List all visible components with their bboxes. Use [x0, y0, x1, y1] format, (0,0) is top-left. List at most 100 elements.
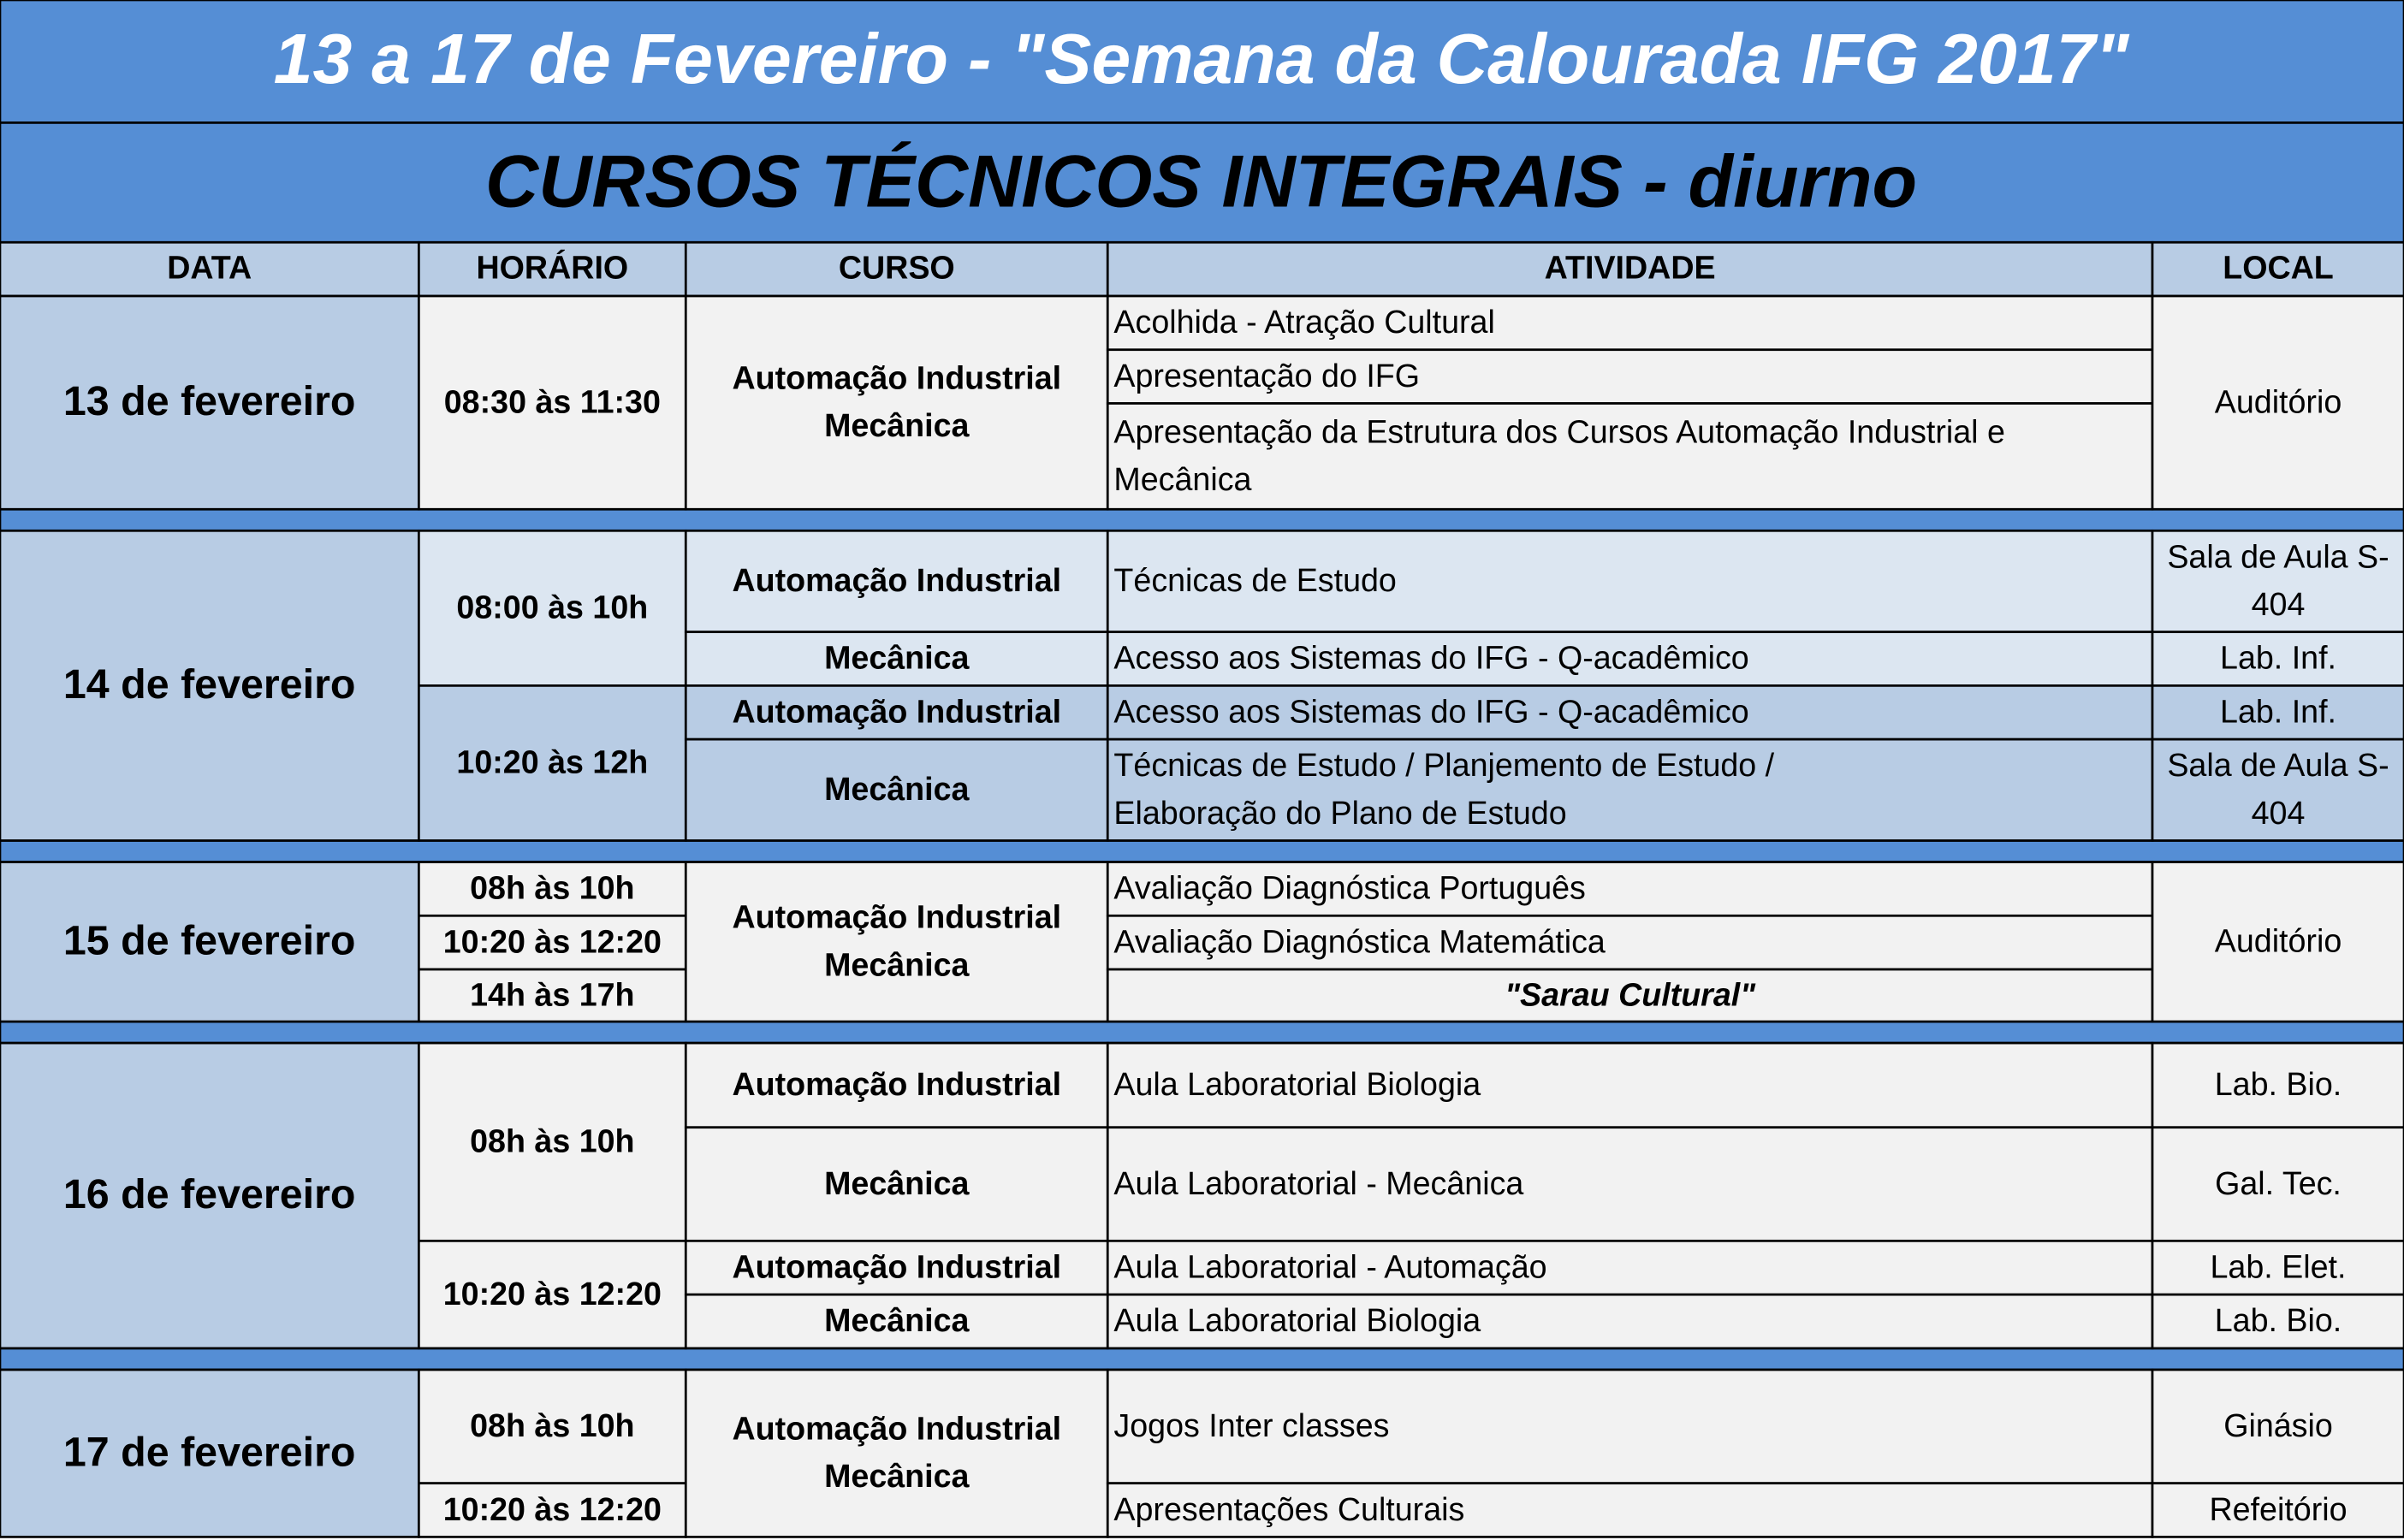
separator [0, 1347, 2404, 1371]
cell [2151, 737, 2404, 842]
location: Sala de Aula S- [2167, 747, 2389, 783]
cell [418, 684, 687, 842]
cell [1106, 968, 2154, 1023]
cell [684, 1126, 1109, 1242]
cell [0, 861, 420, 1023]
time: 14h às 17h [470, 976, 634, 1012]
activity: Mecânica [1113, 461, 1251, 497]
cell [418, 294, 687, 511]
activity: Elaboração do Plano de Estudo [1113, 795, 1566, 831]
activity: Aula Laboratorial Biologia [1113, 1066, 1481, 1102]
cell [684, 684, 1109, 741]
activity: Técnicas de Estudo / Planjemento de Estu… [1113, 747, 1774, 783]
cell [2151, 1293, 2404, 1350]
activity: Avaliação Diagnóstica Português [1113, 870, 1585, 906]
cell [418, 1041, 687, 1242]
course: Mecânica [824, 1165, 970, 1201]
time: 08h às 10h [470, 1122, 634, 1158]
cell [0, 529, 420, 842]
column-header: ATIVIDADE [1545, 249, 1716, 285]
header-cell [684, 240, 1109, 298]
time: 10:20 às 12h [456, 744, 648, 780]
cell [1106, 1293, 2154, 1350]
cell [418, 529, 687, 687]
cell [684, 737, 1109, 842]
activity: Acesso aos Sistemas do IFG - Q-acadêmico [1113, 640, 1748, 676]
activity: Aula Laboratorial Biologia [1113, 1302, 1481, 1338]
cell [1106, 737, 2154, 842]
cell [2151, 1041, 2404, 1129]
cell [418, 861, 687, 917]
cell [1106, 1041, 2154, 1129]
cell [0, 1368, 420, 1538]
location: Refeitório [2209, 1491, 2347, 1527]
cell [1106, 402, 2154, 511]
separator [0, 1020, 2404, 1045]
cell [418, 968, 687, 1023]
course: Automação Industrial [732, 562, 1061, 598]
course: Automação Industrial [732, 360, 1061, 396]
activity: Acesso aos Sistemas do IFG - Q-acadêmico [1113, 693, 1748, 729]
activity: Aula Laboratorial - Automação [1113, 1249, 1546, 1285]
activity: "Sarau Cultural" [1505, 976, 1756, 1012]
subtitle: CURSOS TÉCNICOS INTEGRAIS - diurno [485, 140, 1917, 222]
cell [0, 1041, 420, 1350]
separator [0, 507, 2404, 532]
location: Lab. Bio. [2215, 1066, 2342, 1102]
course: Automação Industrial [732, 899, 1061, 935]
cell [1106, 1368, 2154, 1485]
date: 13 de fevereiro [63, 378, 356, 424]
cell [684, 1041, 1109, 1129]
course: Mecânica [824, 771, 970, 807]
separator [0, 839, 2404, 863]
activity: Jogos Inter classes [1113, 1407, 1389, 1443]
time: 10:20 às 12:20 [443, 1491, 662, 1527]
time: 08h às 10h [470, 1407, 634, 1443]
cell [2151, 1240, 2404, 1296]
cell [0, 294, 420, 511]
activity: Acolhida - Atração Cultural [1113, 304, 1494, 340]
location: Auditório [2215, 923, 2342, 959]
location: Auditório [2215, 383, 2342, 419]
activity: Apresentações Culturais [1113, 1491, 1464, 1527]
activity: Aula Laboratorial - Mecânica [1113, 1165, 1523, 1201]
course: Automação Industrial [732, 693, 1061, 729]
course: Mecânica [824, 946, 970, 982]
course: Automação Industrial [732, 1066, 1061, 1102]
location: Lab. Bio. [2215, 1302, 2342, 1338]
course: Mecânica [824, 640, 970, 676]
course: Automação Industrial [732, 1249, 1061, 1285]
column-header: DATA [167, 249, 252, 285]
cell [684, 1368, 1109, 1538]
date: 16 de fevereiro [63, 1171, 356, 1217]
date: 15 de fevereiro [63, 917, 356, 963]
cell [2151, 861, 2404, 1023]
activity: Avaliação Diagnóstica Matemática [1113, 923, 1605, 959]
cell [2151, 294, 2404, 511]
cell [684, 294, 1109, 511]
activity: Técnicas de Estudo [1113, 562, 1396, 598]
cell [418, 1240, 687, 1350]
time: 08:00 às 10h [456, 589, 648, 625]
cell [2151, 1482, 2404, 1538]
course: Mecânica [824, 1458, 970, 1494]
location: Ginásio [2223, 1407, 2333, 1443]
title: 13 a 17 de Fevereiro - "Semana da Calour… [274, 20, 2130, 98]
date: 14 de fevereiro [63, 661, 356, 708]
header-cell [2151, 240, 2404, 298]
location: Lab. Inf. [2220, 640, 2336, 676]
location: 404 [2252, 586, 2306, 622]
cell [1106, 294, 2154, 352]
course: Automação Industrial [732, 1411, 1061, 1447]
cell [2151, 684, 2404, 741]
location: Sala de Aula S- [2167, 538, 2389, 574]
activity: Apresentação da Estrutura dos Cursos Aut… [1113, 413, 2004, 449]
cell [2151, 1368, 2404, 1485]
column-header: CURSO [839, 249, 955, 285]
course: Mecânica [824, 1302, 970, 1338]
subtitle-bar [0, 121, 2404, 244]
cell [2151, 1126, 2404, 1242]
course: Mecânica [824, 407, 970, 443]
